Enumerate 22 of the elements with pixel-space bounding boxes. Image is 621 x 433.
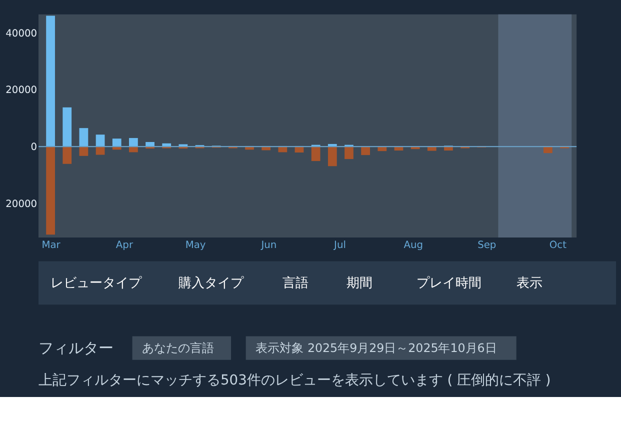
y-tick-label: 20000: [6, 85, 38, 96]
x-tick-label: Jun: [260, 240, 277, 251]
x-tick-label: Mar: [42, 240, 62, 251]
y-tick-label: 40000: [6, 28, 38, 40]
text: 購入タイプ: [178, 276, 245, 291]
text: 表示対象 2025年9月29日～2025年10月6日: [256, 341, 497, 356]
text: 表示: [516, 276, 542, 291]
text: フィルター: [38, 340, 114, 358]
text: あなたの言語: [142, 341, 214, 356]
text: 上記フィルターにマッチする503件のレビューを表示しています ( 圧倒的に不評 ): [38, 372, 551, 389]
x-tick-label: Jul: [333, 240, 346, 251]
x-tick-label: Aug: [404, 240, 424, 251]
text: 言語: [282, 274, 308, 291]
x-tick-label: Sep: [478, 240, 496, 251]
x-tick-label: May: [185, 240, 206, 251]
text: プレイ時間: [416, 276, 482, 291]
text: 期間: [346, 276, 373, 291]
x-tick-label: Apr: [116, 240, 134, 251]
text: レビュータイプ: [50, 276, 142, 291]
x-tick-label: Oct: [549, 240, 567, 251]
y-tick-label: 20000: [6, 198, 38, 210]
y-tick-label: 0: [30, 142, 38, 153]
